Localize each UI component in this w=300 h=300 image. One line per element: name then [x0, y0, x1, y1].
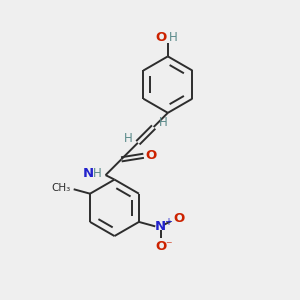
- Text: O: O: [155, 240, 166, 253]
- Text: H: H: [124, 132, 133, 145]
- Text: H: H: [93, 167, 102, 180]
- Text: +: +: [164, 217, 172, 226]
- Text: CH₃: CH₃: [52, 183, 71, 193]
- Text: O: O: [156, 31, 167, 44]
- Text: N: N: [83, 167, 94, 180]
- Text: N: N: [155, 220, 166, 233]
- Text: H: H: [169, 31, 178, 44]
- Text: ⁻: ⁻: [166, 239, 172, 252]
- Text: H: H: [159, 116, 167, 129]
- Text: O: O: [173, 212, 185, 225]
- Text: O: O: [146, 149, 157, 162]
